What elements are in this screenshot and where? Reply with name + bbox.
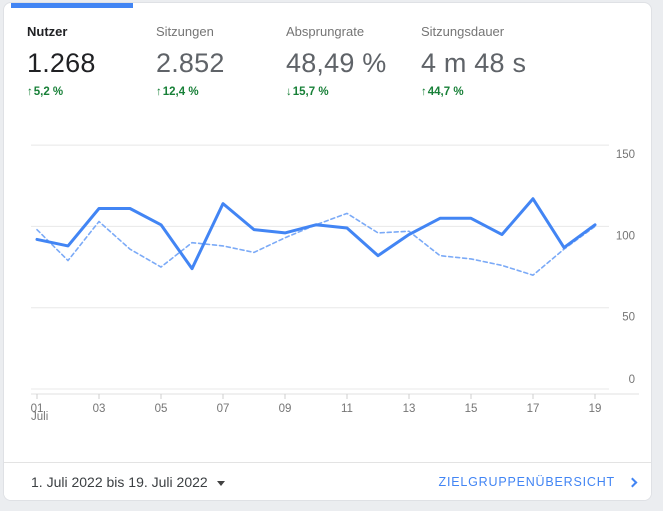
metric-tab-absprungrate[interactable]: Absprungrate 48,49 % ↓15,7 % — [286, 24, 386, 99]
date-range-label: 1. Juli 2022 bis 19. Juli 2022 — [31, 474, 208, 490]
x-tick-label: 13 — [403, 403, 416, 415]
delta-down-icon: ↓ — [286, 86, 292, 98]
metric-label: Absprungrate — [286, 24, 365, 39]
x-tick-label: 05 — [155, 403, 168, 415]
x-tick-label: 15 — [465, 403, 478, 415]
x-tick-label: 19 — [589, 403, 602, 415]
y-tick-label: 100 — [616, 230, 635, 242]
metric-value: 1.268 — [27, 48, 96, 78]
y-tick-label: 150 — [616, 149, 635, 161]
x-tick-label: 01 — [31, 403, 44, 415]
metric-tab-sitzungen[interactable]: Sitzungen 2.852 ↑12,4 % — [156, 24, 225, 99]
chevron-right-icon — [627, 477, 638, 487]
delta-value: 44,7 % — [427, 86, 464, 98]
chart-svg: 0 50 100 150 01 03 05 07 09 11 13 15 17 19 Juli — [31, 144, 639, 423]
delta-value: 15,7 % — [292, 86, 329, 98]
x-tick-label: 09 — [279, 403, 292, 415]
series-line-current-period — [35, 197, 597, 271]
metric-delta: ↑12,4 % — [156, 85, 225, 99]
series-line-previous-period — [36, 212, 596, 276]
delta-value: 12,4 % — [162, 86, 199, 98]
dropdown-caret-icon — [216, 480, 225, 486]
analytics-overview-card: Nutzer 1.268 ↑5,2 % Sitzungen 2.852 ↑12,… — [3, 2, 652, 501]
x-axis-month-label: Juli — [31, 411, 48, 423]
delta-up-icon: ↑ — [156, 86, 162, 98]
card-footer: 1. Juli 2022 bis 19. Juli 2022 ZIELGRUPP… — [4, 462, 651, 500]
audience-overview-label: ZIELGRUPPENÜBERSICHT — [438, 475, 615, 489]
metric-delta: ↓15,7 % — [286, 85, 386, 99]
metric-label: Nutzer — [27, 24, 68, 39]
x-tick-label: 07 — [217, 403, 230, 415]
timeseries-chart[interactable]: 0 50 100 150 01 03 05 07 09 11 13 15 17 19 Juli — [4, 119, 651, 425]
x-tick-label: 03 — [93, 403, 106, 415]
x-tick-label: 11 — [341, 403, 353, 415]
metric-tab-nutzer[interactable]: Nutzer 1.268 ↑5,2 % — [27, 24, 96, 99]
y-tick-label: 0 — [629, 374, 635, 386]
metric-value: 4 m 48 s — [421, 48, 527, 78]
date-range-selector[interactable]: 1. Juli 2022 bis 19. Juli 2022 — [31, 463, 225, 500]
metric-value: 48,49 % — [286, 48, 387, 78]
metric-tab-sitzungsdauer[interactable]: Sitzungsdauer 4 m 48 s ↑44,7 % — [421, 24, 526, 99]
metric-delta: ↑5,2 % — [27, 85, 96, 99]
metric-delta: ↑44,7 % — [421, 85, 526, 99]
y-tick-label: 50 — [622, 312, 635, 324]
delta-up-icon: ↑ — [27, 86, 33, 98]
active-tab-indicator — [11, 3, 133, 8]
metric-label: Sitzungsdauer — [421, 24, 505, 39]
x-tick-label: 17 — [527, 403, 540, 415]
delta-up-icon: ↑ — [421, 86, 427, 98]
metric-value: 2.852 — [156, 48, 225, 78]
audience-overview-link[interactable]: ZIELGRUPPENÜBERSICHT — [438, 463, 638, 500]
delta-value: 5,2 % — [33, 86, 64, 98]
metric-label: Sitzungen — [156, 24, 214, 39]
